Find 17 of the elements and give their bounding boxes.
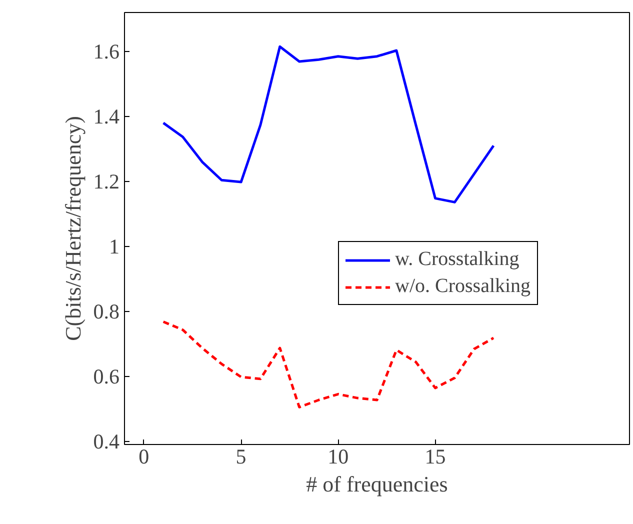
y-tick-label: 1.4 <box>93 104 120 128</box>
y-axis-title: C(bits/s/Hertz/frequency) <box>60 116 86 341</box>
legend-label: w/o. Crossalking <box>395 275 531 298</box>
y-tick-label: 0.4 <box>93 429 120 454</box>
x-tick-label: 10 <box>328 444 349 468</box>
x-axis-title: # of frequencies <box>306 472 448 496</box>
legend-label: w. Crosstalking <box>395 248 520 271</box>
y-tick-label: 1.6 <box>93 39 120 64</box>
y-tick-label: 0.6 <box>93 364 120 388</box>
y-tick-label: 0.8 <box>93 299 120 324</box>
x-tick-label: 15 <box>424 444 446 468</box>
x-tick-label: 0 <box>138 444 150 468</box>
line-series <box>162 45 495 204</box>
line-series <box>162 320 495 408</box>
x-tick-label: 5 <box>236 444 246 468</box>
y-tick-label: 1 <box>109 234 120 258</box>
y-tick-label: 1.2 <box>93 169 120 194</box>
